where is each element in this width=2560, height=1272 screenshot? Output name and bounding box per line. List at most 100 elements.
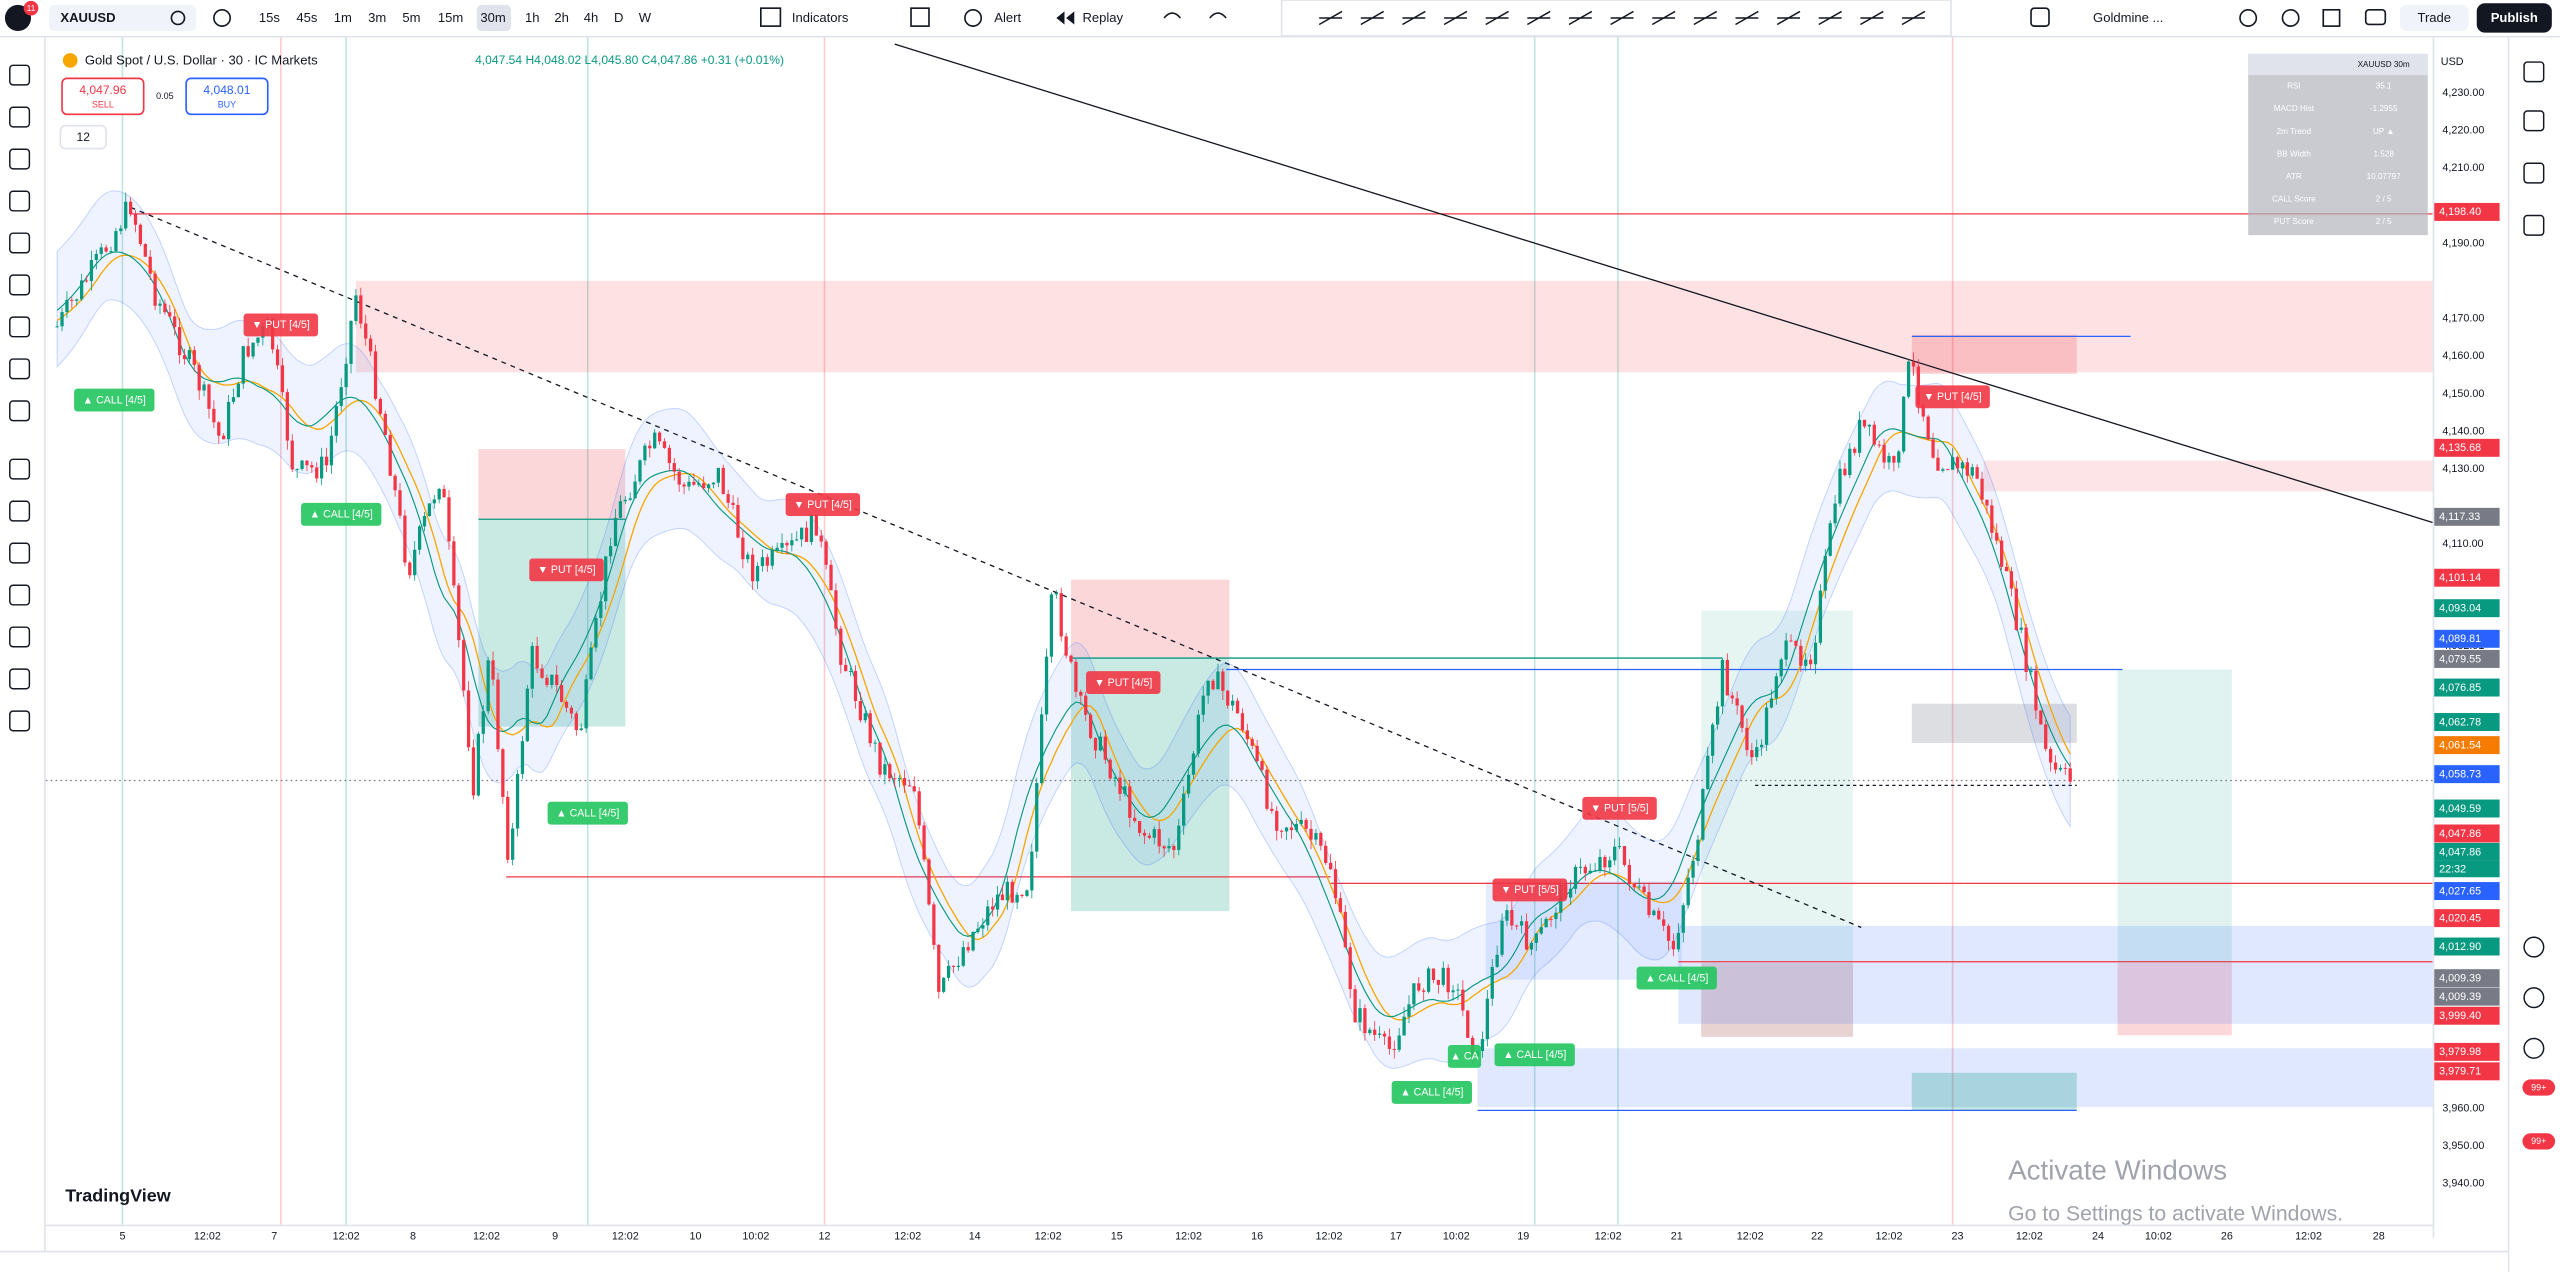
- add-symbol-icon[interactable]: [213, 8, 232, 27]
- publish-button[interactable]: [2476, 3, 2552, 33]
- candle-body: [1867, 424, 1872, 427]
- tool-icon[interactable]: [9, 668, 31, 690]
- tool-icon[interactable]: [9, 358, 31, 380]
- candle-body: [1740, 705, 1744, 728]
- panel-icon[interactable]: [2523, 1037, 2545, 1059]
- drawing-tool[interactable]: [1568, 10, 1593, 26]
- candle-body: [1137, 821, 1142, 833]
- signal-label: ▲ CALL [4/5]: [1503, 1049, 1566, 1061]
- candle-body: [569, 707, 574, 714]
- symbol-search[interactable]: [48, 4, 196, 32]
- candle-body: [1000, 894, 1005, 901]
- drawing-tool[interactable]: [1485, 10, 1509, 26]
- interval-button[interactable]: D: [614, 10, 623, 25]
- time-tick-label: 21: [1671, 1231, 1683, 1243]
- interval-button[interactable]: 15s: [259, 10, 281, 25]
- panel-icon[interactable]: [2523, 987, 2545, 1009]
- indicators-toggle[interactable]: [59, 124, 107, 150]
- tool-icon[interactable]: [9, 106, 31, 128]
- time-tick-label: 12:02: [1035, 1231, 1062, 1243]
- candle-body: [1843, 468, 1847, 476]
- panel-icon[interactable]: [2523, 936, 2545, 958]
- call-signal: [301, 502, 382, 526]
- alert-icon[interactable]: [964, 8, 983, 27]
- tool-icon[interactable]: [9, 626, 31, 648]
- drawing-tool[interactable]: [1901, 10, 1926, 26]
- sell-button[interactable]: [61, 77, 145, 116]
- panel-icon[interactable]: [2523, 214, 2545, 236]
- panel-icon[interactable]: [2523, 110, 2545, 132]
- search-icon[interactable]: [2239, 8, 2258, 27]
- candle-body: [1363, 1008, 1367, 1034]
- tool-icon[interactable]: [9, 274, 31, 296]
- candle-body: [1084, 695, 1088, 715]
- tool-icon[interactable]: [9, 148, 31, 170]
- panel-icon[interactable]: [2523, 162, 2545, 184]
- drawing-tool[interactable]: [1318, 10, 1343, 26]
- candle-body: [1657, 910, 1661, 920]
- trade-button[interactable]: [2400, 4, 2469, 32]
- tool-icon[interactable]: [9, 190, 31, 212]
- layout-checkbox[interactable]: [2030, 7, 2050, 27]
- info-value: 1.528: [2373, 149, 2394, 158]
- tool-icon[interactable]: [9, 500, 31, 522]
- alert-button[interactable]: Alert: [994, 10, 1021, 25]
- interval-button[interactable]: 3m: [368, 10, 386, 25]
- fullscreen-icon[interactable]: [2322, 8, 2341, 27]
- tool-icon[interactable]: [9, 316, 31, 338]
- layout-name[interactable]: Goldmine ...: [2093, 10, 2163, 25]
- candle-body: [790, 540, 794, 546]
- drawing-tool[interactable]: [1526, 10, 1551, 26]
- interval-button[interactable]: 1h: [525, 10, 540, 25]
- drawing-tool[interactable]: [1860, 10, 1884, 26]
- interval-button[interactable]: 5m: [402, 10, 420, 25]
- snapshot-icon[interactable]: [2364, 8, 2387, 26]
- candle-body: [995, 894, 1000, 910]
- interval-button[interactable]: 1m: [334, 10, 352, 25]
- candle-body: [1774, 676, 1778, 699]
- indicators-icon[interactable]: [760, 7, 782, 27]
- undo-redo[interactable]: [1163, 12, 1227, 19]
- interval-button[interactable]: W: [639, 10, 652, 25]
- buy-button[interactable]: [185, 77, 269, 116]
- drawing-tool[interactable]: [1651, 10, 1676, 26]
- candle-body: [545, 677, 549, 686]
- drawing-tool[interactable]: [1360, 10, 1385, 26]
- tool-icon[interactable]: [9, 64, 31, 86]
- candle-body: [1255, 745, 1259, 762]
- drawing-tool[interactable]: [1776, 10, 1801, 26]
- candle-body: [236, 383, 240, 398]
- candle-body: [550, 674, 554, 686]
- price-label: 4,049.59: [2439, 803, 2481, 815]
- interval-button[interactable]: 30m: [480, 10, 506, 25]
- interval-button[interactable]: 2h: [554, 10, 569, 25]
- replay-icon[interactable]: [1056, 11, 1075, 25]
- tool-icon[interactable]: [9, 710, 31, 732]
- tool-icon[interactable]: [9, 400, 31, 422]
- tool-icon[interactable]: [9, 584, 31, 606]
- replay-button[interactable]: Replay: [1082, 10, 1123, 25]
- interval-button[interactable]: 15m: [438, 10, 464, 25]
- price-label: 4,198.40: [2439, 206, 2481, 218]
- drawing-tool[interactable]: [1735, 10, 1759, 26]
- candle-body: [829, 564, 833, 591]
- interval-button[interactable]: 4h: [584, 10, 599, 25]
- drawing-tool[interactable]: [1443, 10, 1468, 26]
- settings-icon[interactable]: [2281, 8, 2300, 27]
- drawing-tool[interactable]: [1693, 10, 1718, 26]
- compare-icon[interactable]: [170, 10, 186, 26]
- candle-body: [535, 645, 539, 669]
- drawing-tool[interactable]: [1610, 10, 1634, 26]
- indicators-button[interactable]: Indicators: [792, 10, 849, 25]
- zone: [1911, 1072, 2077, 1111]
- tool-icon[interactable]: [9, 542, 31, 564]
- candle-body: [305, 460, 309, 466]
- templates-icon[interactable]: [910, 7, 930, 27]
- drawing-tool[interactable]: [1818, 10, 1842, 26]
- tool-icon[interactable]: [9, 458, 31, 480]
- interval-button[interactable]: 45s: [296, 10, 318, 25]
- candle-body: [844, 664, 848, 672]
- panel-icon[interactable]: [2523, 61, 2545, 83]
- tool-icon[interactable]: [9, 232, 31, 254]
- drawing-tool[interactable]: [1402, 10, 1426, 26]
